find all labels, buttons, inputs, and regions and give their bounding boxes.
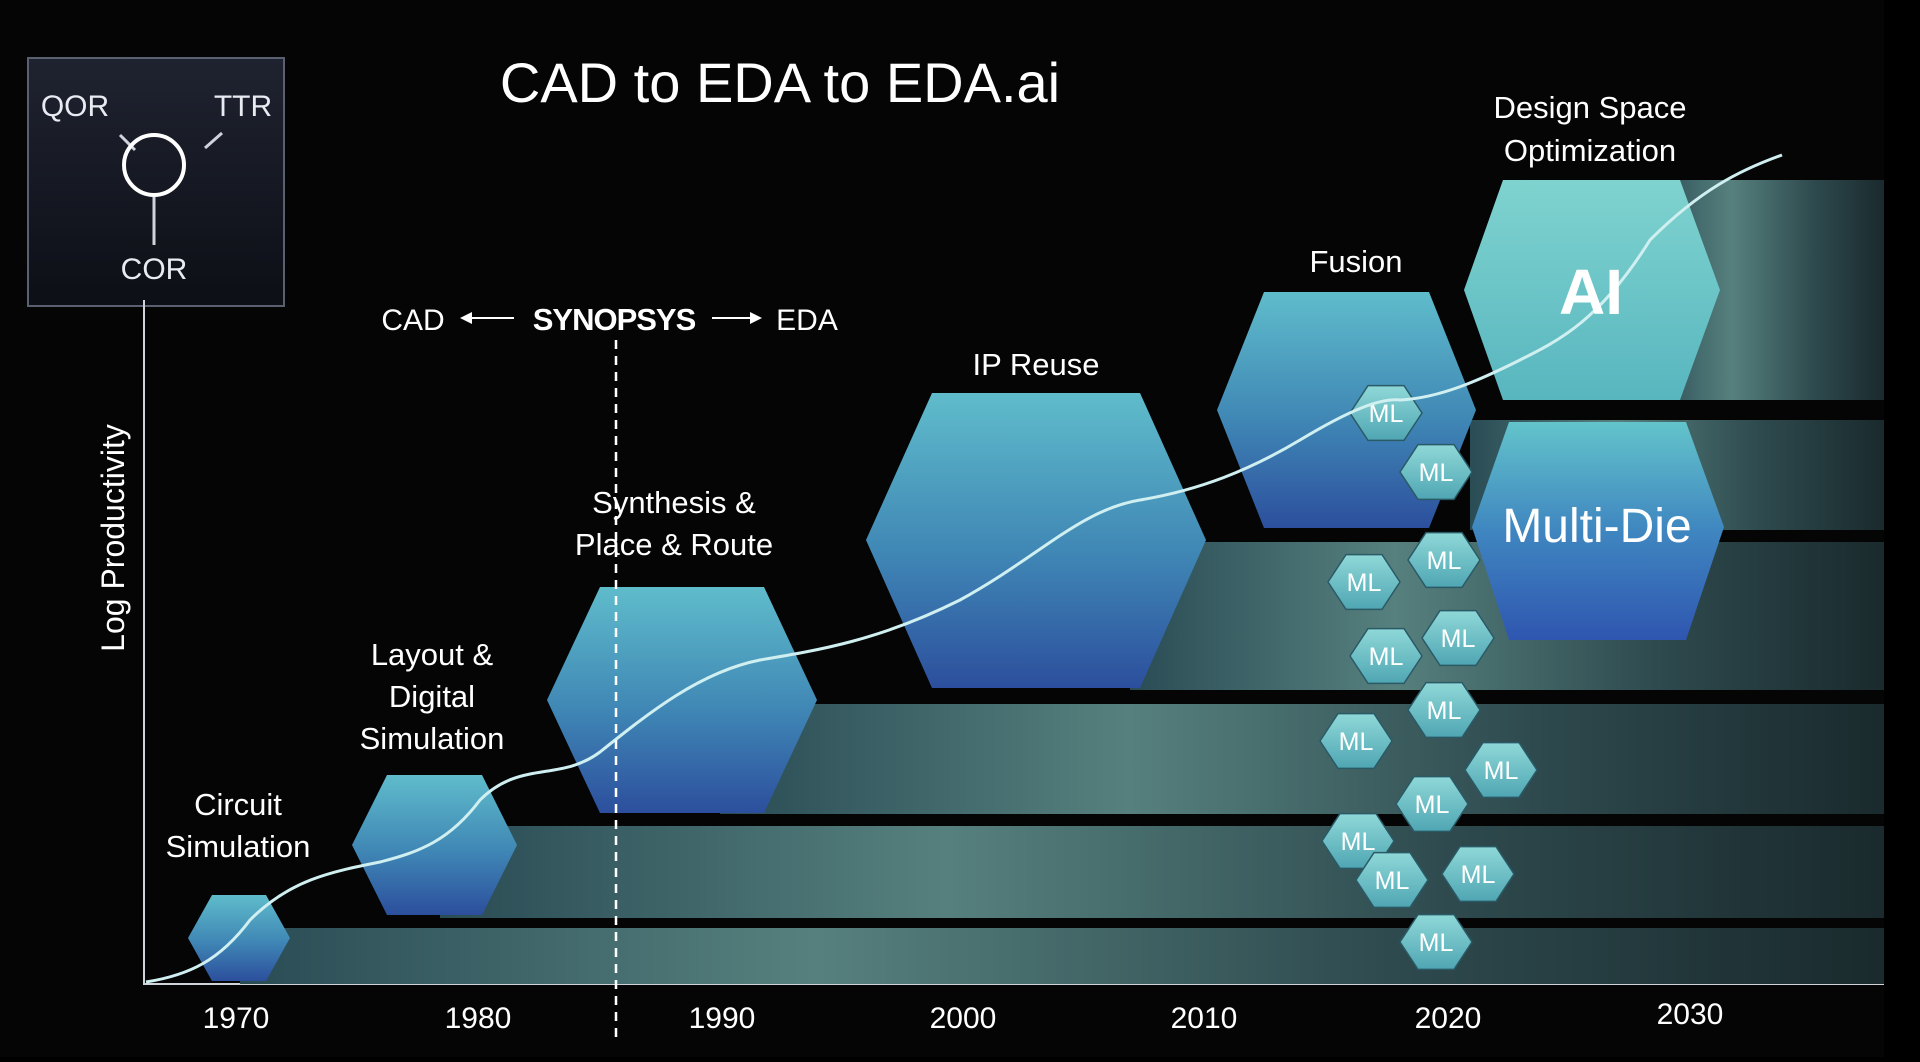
year-1990: 1990 [689,1002,756,1035]
ml-hexagon: ML [1327,553,1401,611]
ml-hexagon-label: ML [1427,547,1462,575]
label-layout-line2: Digital [389,679,475,714]
era-hexagons [188,180,1724,981]
legend-qor: QOR [41,90,109,123]
year-axis-labels: 1970 1980 1990 2000 2010 2020 2030 [203,998,1724,1035]
ml-hexagon: ML [1399,443,1473,501]
ml-hexagon: ML [1421,609,1495,667]
legend-ttr: TTR [214,90,272,123]
y-axis-label: Log Productivity [95,424,131,652]
ml-hexagon: ML [1355,851,1429,909]
eda-label: EDA [776,304,838,337]
qor-ttr-cor-legend: QOR TTR COR [27,57,285,307]
label-dso-line1: Design Space [1493,90,1686,125]
ml-hexagon-label: ML [1441,625,1476,653]
ml-hexagon-label: ML [1341,828,1376,856]
left-arrow-icon [460,312,514,324]
label-synthesis-line2: Place & Route [575,527,773,562]
cad-label: CAD [381,304,444,337]
year-2030: 2030 [1657,998,1724,1031]
tradeoff-ring-icon [122,133,186,197]
label-layout-line1: Layout & [371,637,494,672]
year-2000: 2000 [930,1002,997,1035]
ml-hexagon: ML [1395,775,1469,833]
hex-circuit-simulation [188,895,290,981]
hex-multi-die [1472,422,1724,640]
year-2020: 2020 [1415,1002,1482,1035]
ml-hexagon: ML [1407,531,1481,589]
ml-hexagon: ML [1407,681,1481,739]
synopsys-logo: SYNOPSYS [533,302,696,337]
label-synthesis-line1: Synthesis & [592,485,756,520]
label-circuit-line2: Simulation [166,829,311,864]
label-ai: AI [1559,256,1623,328]
ml-hexagon-label: ML [1369,643,1404,671]
year-1980: 1980 [445,1002,512,1035]
ml-hexagon: ML [1319,712,1393,770]
ml-hexagon-label: ML [1461,861,1496,889]
right-arrow-icon [712,312,762,324]
year-2010: 2010 [1171,1002,1238,1035]
productivity-curve [145,153,1783,984]
hex-synthesis [547,587,817,813]
ml-hexagon-label: ML [1419,929,1454,957]
ml-hexagon: ML [1464,741,1538,799]
eda-evolution-diagram: CAD to EDA to EDA.ai QOR TTR COR Log Pro… [27,51,1884,1040]
label-dso-line2: Optimization [1504,133,1676,168]
label-layout-line3: Simulation [360,721,505,756]
legend-cor: COR [121,253,188,286]
hex-ip-reuse [866,393,1206,688]
ml-hexagon-label: ML [1347,569,1382,597]
ml-hexagon-label: ML [1339,728,1374,756]
ml-hexagon-label: ML [1419,459,1454,487]
ml-hexagon-label: ML [1415,791,1450,819]
ml-hexagon-label: ML [1375,867,1410,895]
ml-hexagon-label: ML [1427,697,1462,725]
ml-hexagon: ML [1399,913,1473,971]
slide-frame: CAD to EDA to EDA.ai QOR TTR COR Log Pro… [27,51,1884,1040]
ml-hexagon: ML [1349,627,1423,685]
slide-title: CAD to EDA to EDA.ai [500,51,1060,114]
label-ip-reuse: IP Reuse [973,347,1100,382]
ml-hexagon: ML [1441,845,1515,903]
label-circuit-line1: Circuit [194,787,282,822]
label-fusion: Fusion [1309,244,1402,279]
label-multi-die: Multi-Die [1502,500,1691,553]
year-1970: 1970 [203,1002,270,1035]
hex-layout-digital [352,775,517,915]
ml-hexagon-label: ML [1484,757,1519,785]
